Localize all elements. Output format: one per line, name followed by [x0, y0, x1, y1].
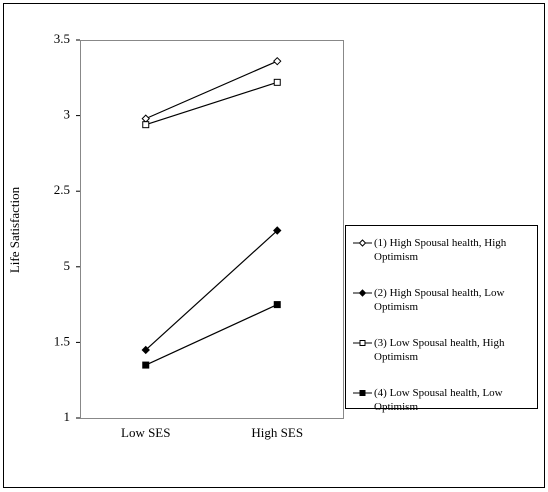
legend-label: (2) High Spousal health, Low Optimism — [374, 287, 505, 313]
legend-swatch — [353, 239, 372, 247]
marker — [358, 239, 367, 247]
marker — [141, 114, 150, 123]
legend-item: (2) High Spousal health, Low Optimism — [352, 286, 532, 314]
legend-label: (3) Low Spousal health, High Optimism — [374, 337, 505, 363]
series-line — [145, 304, 278, 366]
marker — [273, 78, 281, 86]
marker — [358, 289, 367, 297]
legend-item: (3) Low Spousal health, High Optimism — [352, 336, 532, 364]
y-tick-label: 2.5 — [54, 182, 70, 197]
plot-area — [80, 40, 344, 419]
x-tick-label: High SES — [251, 425, 303, 440]
y-tick-label: 3 — [64, 107, 71, 122]
marker — [142, 121, 150, 129]
y-axis-label: Life Satisfaction — [7, 186, 22, 273]
y-tick-label: 1.5 — [54, 333, 70, 348]
legend-item: (4) Low Spousal health, Low Optimism — [352, 386, 532, 414]
y-tick-label: 3.5 — [54, 31, 70, 46]
legend: (1) High Spousal health, High Optimism (2… — [345, 225, 538, 413]
marker — [141, 345, 150, 355]
legend-swatch — [353, 390, 372, 396]
legend-item: (1) High Spousal health, High Optimism — [352, 236, 532, 264]
marker — [273, 301, 281, 309]
series-line — [145, 60, 278, 120]
marker — [142, 361, 150, 369]
x-tick-label: Low SES — [121, 425, 170, 440]
legend-label: (4) Low Spousal health, Low Optimism — [374, 387, 503, 413]
marker — [359, 390, 366, 396]
marker — [359, 340, 366, 346]
series-line — [145, 81, 278, 126]
legend-swatch — [353, 340, 372, 346]
y-tick-label: 5 — [64, 258, 71, 273]
legend-swatch — [353, 289, 372, 297]
frame — [3, 3, 545, 488]
series-line — [145, 230, 278, 351]
marker — [273, 56, 282, 66]
legend-label: (1) High Spousal health, High Optimism — [374, 237, 507, 263]
marker — [273, 226, 282, 235]
y-tick-label: 1 — [64, 409, 71, 424]
